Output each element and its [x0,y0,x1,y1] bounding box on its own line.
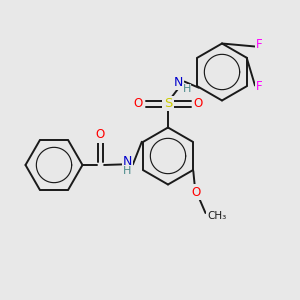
Text: O: O [96,128,105,142]
Text: H: H [123,166,132,176]
Text: F: F [256,80,263,94]
Text: O: O [192,185,201,199]
Text: N: N [174,76,183,89]
Text: O: O [194,97,202,110]
Text: N: N [123,155,132,168]
Text: H: H [182,84,191,94]
Text: CH₃: CH₃ [207,211,226,221]
Text: F: F [256,38,263,52]
Text: S: S [164,97,172,110]
Text: O: O [134,97,142,110]
